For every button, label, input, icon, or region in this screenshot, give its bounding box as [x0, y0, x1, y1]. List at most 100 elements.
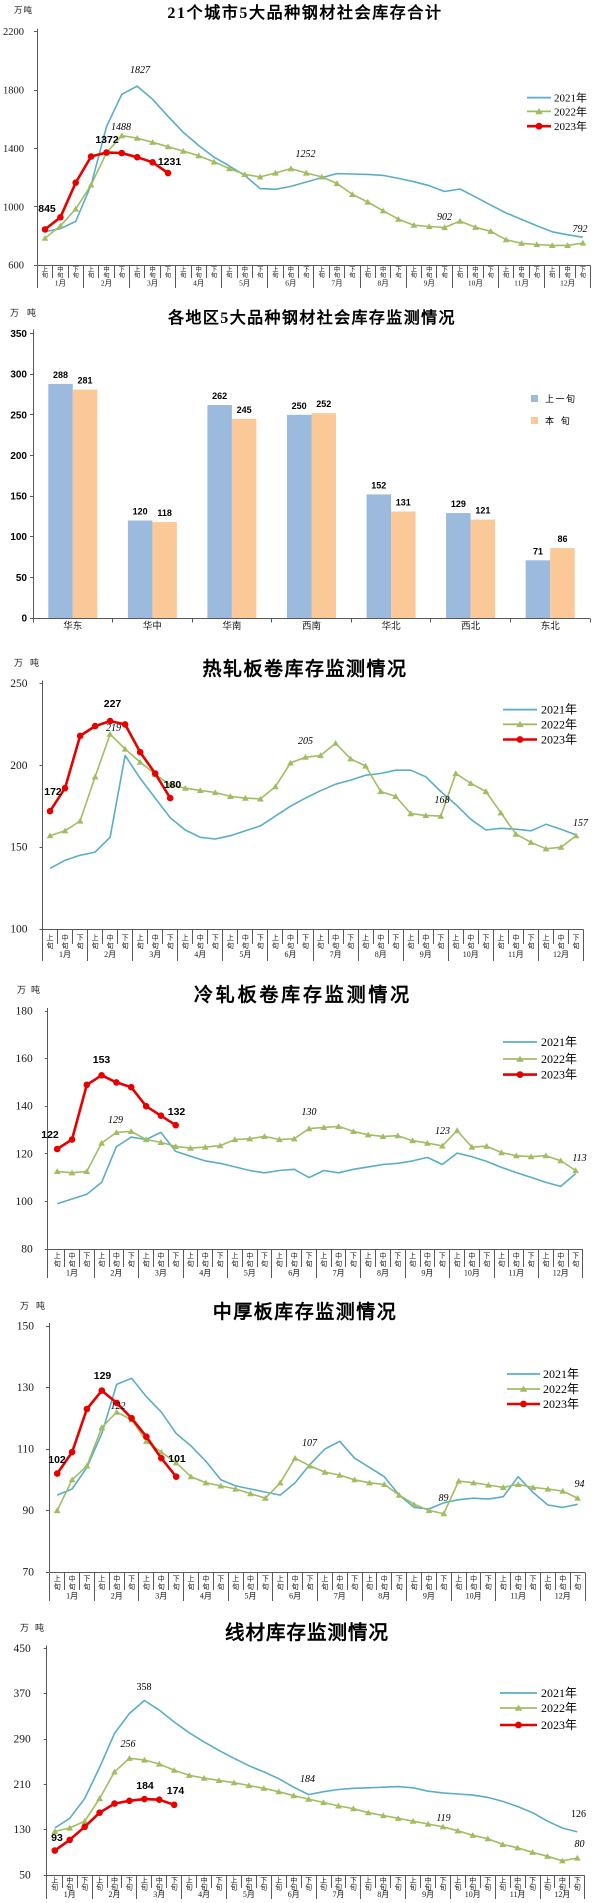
svg-text:上: 上: [226, 266, 232, 274]
svg-text:上: 上: [143, 1574, 150, 1583]
svg-text:旬: 旬: [134, 272, 140, 280]
svg-text:12月: 12月: [555, 1592, 571, 1601]
svg-text:上: 上: [499, 1876, 506, 1885]
svg-text:线材库存监测情况: 线材库存监测情况: [225, 1621, 389, 1644]
svg-text:下: 下: [172, 1252, 179, 1260]
svg-text:旬: 旬: [158, 1582, 165, 1591]
svg-text:上: 上: [54, 1251, 61, 1260]
svg-text:旬: 旬: [442, 272, 448, 280]
svg-text:2023年: 2023年: [554, 119, 587, 133]
svg-text:上: 上: [320, 1251, 327, 1260]
svg-text:旬: 旬: [425, 1582, 432, 1591]
svg-text:上: 上: [186, 1876, 193, 1885]
svg-text:上: 上: [411, 266, 417, 274]
svg-text:旬: 旬: [499, 1883, 506, 1892]
svg-text:上: 上: [503, 266, 509, 274]
svg-text:12月: 12月: [560, 279, 575, 288]
svg-text:旬: 旬: [51, 1883, 58, 1892]
svg-text:上: 上: [187, 1251, 194, 1260]
svg-text:12月: 12月: [554, 1890, 570, 1899]
svg-text:旬: 旬: [320, 1259, 327, 1268]
svg-text:中: 中: [559, 1876, 566, 1885]
svg-text:上: 上: [92, 933, 99, 942]
svg-text:旬: 旬: [549, 272, 555, 280]
svg-text:上: 上: [141, 1876, 148, 1885]
svg-text:旬: 旬: [335, 1259, 342, 1268]
svg-text:中: 中: [335, 1251, 342, 1260]
svg-text:旬: 旬: [515, 1582, 522, 1591]
svg-text:下: 下: [260, 1877, 267, 1885]
svg-text:下: 下: [212, 934, 219, 942]
svg-text:旬: 旬: [257, 272, 263, 280]
svg-text:227: 227: [104, 698, 122, 710]
svg-text:150: 150: [17, 1321, 35, 1333]
svg-text:120: 120: [133, 507, 148, 517]
svg-text:110: 110: [17, 1444, 34, 1456]
svg-text:旬: 旬: [514, 1883, 521, 1892]
svg-text:下: 下: [171, 1877, 178, 1885]
svg-text:旬: 旬: [455, 1582, 462, 1591]
svg-text:下: 下: [396, 1575, 403, 1583]
svg-text:下: 下: [392, 934, 399, 942]
svg-text:80: 80: [21, 1244, 33, 1256]
svg-text:中: 中: [557, 1251, 564, 1260]
svg-text:旬: 旬: [88, 272, 94, 280]
svg-text:10月: 10月: [463, 950, 479, 959]
svg-text:旬: 旬: [171, 1883, 178, 1892]
svg-text:旬: 旬: [81, 1883, 88, 1892]
svg-text:6月: 6月: [288, 1269, 300, 1278]
svg-text:旬: 旬: [557, 1259, 564, 1268]
svg-text:10月: 10月: [465, 1890, 481, 1899]
svg-text:旬: 旬: [113, 1259, 120, 1268]
svg-text:2021年: 2021年: [541, 1035, 577, 1049]
svg-text:旬: 旬: [128, 1582, 135, 1591]
svg-text:旬: 旬: [202, 1582, 209, 1591]
svg-text:10月: 10月: [464, 1269, 480, 1278]
svg-text:华北: 华北: [382, 620, 402, 632]
svg-text:450: 450: [13, 1643, 31, 1655]
svg-text:11月: 11月: [510, 1592, 526, 1601]
svg-text:上: 上: [272, 266, 278, 274]
svg-text:172: 172: [44, 786, 62, 798]
svg-text:6月: 6月: [285, 950, 297, 959]
svg-text:旬: 旬: [217, 1582, 224, 1591]
svg-text:旬: 旬: [291, 1259, 298, 1268]
svg-text:93: 93: [51, 1832, 63, 1844]
svg-text:中: 中: [287, 933, 294, 942]
svg-text:旬: 旬: [77, 941, 84, 950]
svg-text:上: 上: [317, 933, 324, 942]
svg-text:上: 上: [188, 1574, 195, 1583]
svg-text:上: 上: [134, 266, 140, 274]
svg-text:200: 200: [10, 760, 28, 772]
svg-text:上: 上: [321, 1574, 328, 1583]
svg-text:旬: 旬: [574, 1883, 581, 1892]
svg-text:792: 792: [573, 224, 588, 235]
svg-text:7月: 7月: [333, 1890, 345, 1899]
svg-text:旬: 旬: [73, 272, 79, 280]
svg-text:旬: 旬: [141, 1883, 148, 1892]
svg-text:上: 上: [452, 933, 459, 942]
svg-text:旬: 旬: [452, 941, 459, 950]
svg-text:129: 129: [94, 1370, 112, 1382]
svg-text:上: 上: [98, 1251, 105, 1260]
svg-text:旬: 旬: [321, 1582, 328, 1591]
svg-text:旬: 旬: [290, 1883, 297, 1892]
svg-text:上: 上: [277, 1574, 284, 1583]
svg-text:中: 中: [468, 1251, 475, 1260]
svg-text:21个城市5大品种钢材社会库存合计: 21个城市5大品种钢材社会库存合计: [167, 3, 442, 22]
svg-text:华中: 华中: [143, 620, 162, 632]
svg-text:旬: 旬: [103, 272, 109, 280]
svg-text:旬: 旬: [454, 1883, 461, 1892]
svg-text:旬: 旬: [277, 1582, 284, 1591]
svg-text:下: 下: [262, 1575, 269, 1583]
svg-text:中: 中: [107, 933, 114, 942]
svg-text:中: 中: [424, 1251, 431, 1260]
svg-text:252: 252: [316, 399, 331, 409]
svg-text:旬: 旬: [287, 941, 294, 950]
svg-text:中: 中: [69, 1574, 76, 1583]
svg-text:旬: 旬: [395, 1883, 402, 1892]
svg-text:旬: 旬: [544, 1582, 551, 1591]
svg-text:旬: 旬: [365, 1883, 372, 1892]
svg-text:中: 中: [111, 1876, 118, 1885]
svg-text:旬: 旬: [47, 941, 54, 950]
